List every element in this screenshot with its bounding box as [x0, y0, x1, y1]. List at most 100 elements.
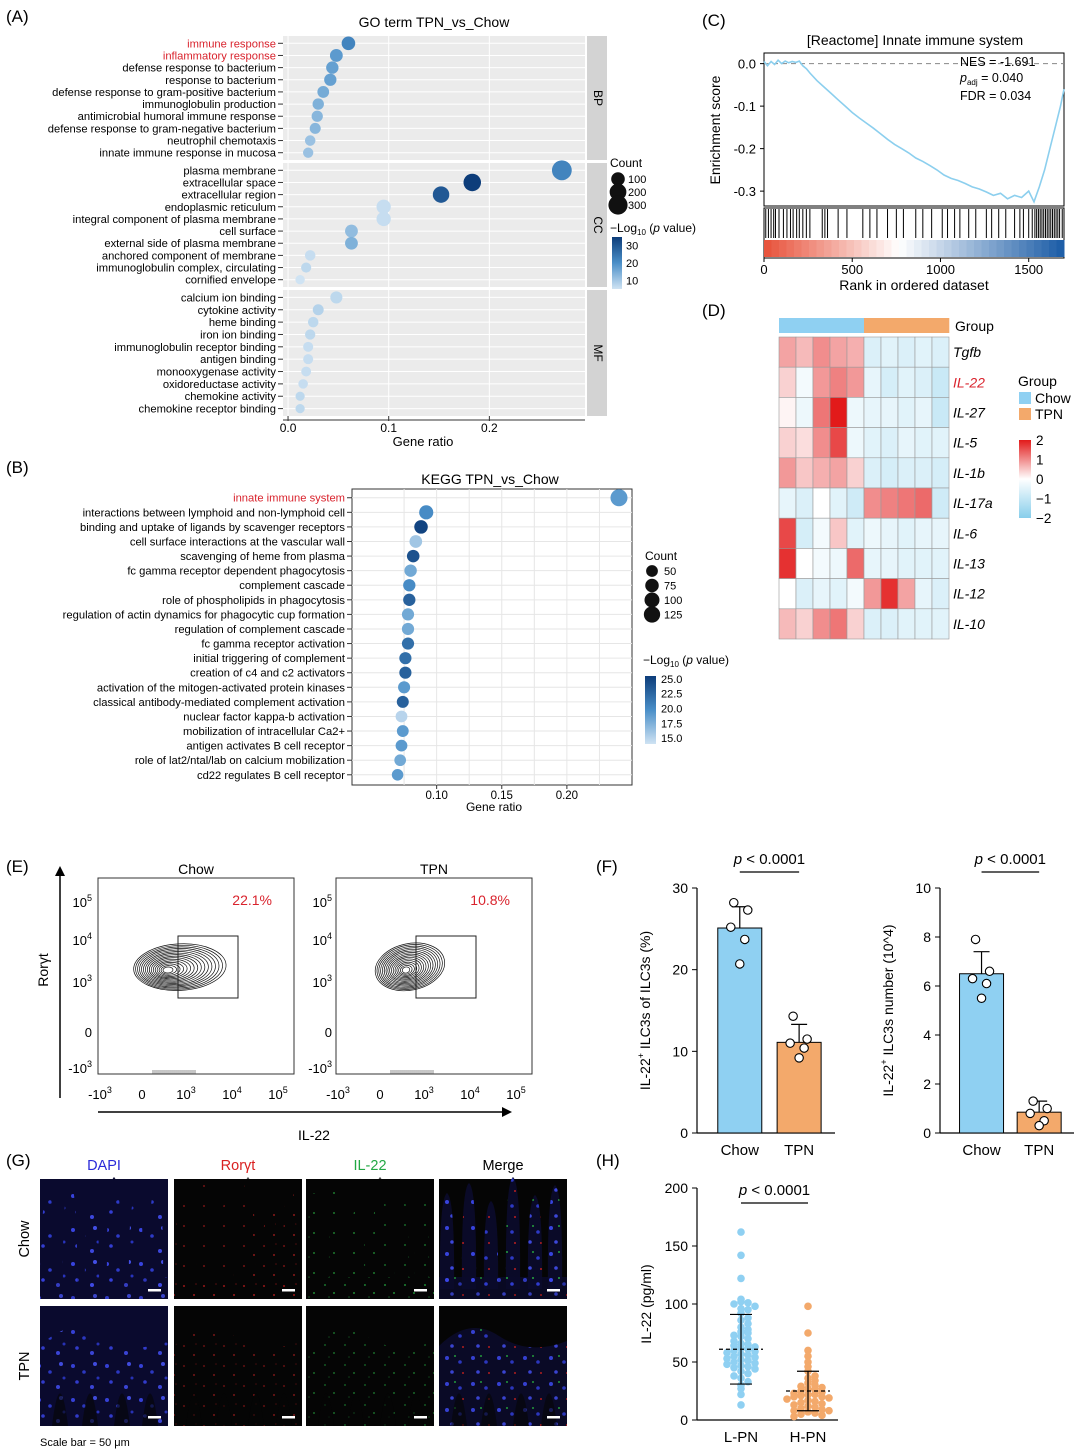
color-legend-tick: 20 — [626, 258, 638, 270]
heatmap-cell — [897, 457, 916, 489]
data-point — [737, 1309, 745, 1318]
contour-line — [387, 953, 429, 983]
y-tick-label: 6 — [923, 978, 931, 994]
data-point — [981, 978, 992, 989]
size-legend-value: 50 — [664, 566, 676, 578]
data-point — [414, 520, 428, 534]
x-axis-label: Gene ratio — [393, 434, 454, 449]
heatmap-cell — [914, 427, 933, 459]
legend-title: Group — [1018, 373, 1057, 389]
contour-line — [376, 944, 443, 990]
flow-cytometry-plots: Rorγt IL-22 105 104 103 0 -103 Chow 22.1% -103 0 10… — [35, 861, 533, 1143]
y-tick-label: 50 — [672, 1354, 688, 1370]
rank-gradient-segment — [959, 240, 967, 257]
contour-line — [396, 961, 418, 977]
category-label: H-PN — [790, 1429, 827, 1446]
contour-line — [145, 952, 206, 984]
data-point — [399, 666, 412, 679]
data-point — [312, 98, 324, 110]
data-point — [301, 262, 312, 273]
y-tick-label: 200 — [665, 1180, 689, 1196]
data-point — [726, 922, 736, 932]
row-label: TPN — [17, 1352, 33, 1381]
term-label: innate immune system — [233, 493, 345, 505]
data-point — [790, 1412, 798, 1421]
contour-line — [401, 966, 411, 974]
row-label: IL-27 — [953, 405, 986, 421]
heatmap-cell — [829, 548, 848, 579]
villus-shape — [394, 1195, 410, 1289]
group-annotation-cell — [796, 318, 814, 333]
heatmap-cell — [812, 457, 831, 489]
data-point — [303, 341, 314, 352]
data-point — [811, 1403, 819, 1412]
heatmap-cell — [914, 517, 933, 549]
heatmap-cell — [812, 548, 831, 579]
significance-label: p < 0.0001 — [733, 851, 805, 868]
y-tick-label: -103 — [308, 1059, 332, 1076]
heatmap-cell — [778, 366, 797, 398]
lumen-gap — [451, 1393, 467, 1426]
contour-line — [400, 965, 413, 975]
tissue-shape — [306, 1328, 434, 1426]
villus-shape — [240, 1177, 256, 1289]
color-legend-title: −Log10 (p value) — [643, 653, 729, 669]
panel-label-a: (A) — [6, 7, 29, 26]
term-label: antimicrobial humoral immune response — [78, 111, 276, 123]
es-curve — [763, 59, 1065, 204]
y-tick-label: 0 — [85, 1025, 92, 1040]
contour-line — [398, 963, 415, 976]
panel-label-f: (F) — [596, 857, 618, 876]
rank-gradient-segment — [974, 240, 982, 257]
data-point — [610, 489, 628, 507]
y-tick-label: -103 — [68, 1059, 92, 1076]
data-point — [403, 593, 416, 606]
heatmap-cell — [829, 578, 848, 610]
contour-line — [148, 955, 199, 982]
data-point — [751, 1365, 759, 1373]
data-point — [304, 250, 316, 261]
heatmap-cell — [914, 336, 933, 368]
y-tick-label: 10 — [672, 1043, 688, 1059]
villus-shape — [196, 1183, 212, 1289]
data-point — [304, 135, 316, 146]
group-annotation-cell — [915, 318, 933, 333]
color-legend-tick: 15.0 — [661, 733, 682, 745]
y-tick-label: 0 — [680, 1125, 688, 1141]
panel-label-g: (G) — [6, 1151, 31, 1170]
data-point — [409, 535, 423, 548]
term-label: role of lat2/ntal/lab on calcium mobiliz… — [135, 755, 345, 767]
color-legend-tick: 30 — [626, 241, 638, 253]
rank-gradient-segment — [809, 240, 817, 257]
term-label: anchored component of membrane — [102, 250, 276, 262]
term-label: cell surface — [219, 226, 276, 238]
data-point — [744, 1319, 752, 1328]
contour-line — [154, 960, 188, 979]
scale-bar — [547, 1416, 560, 1419]
heatmap-cell — [914, 487, 933, 519]
term-label: chemokine activity — [185, 391, 277, 403]
heatmap-cell — [846, 457, 865, 489]
panel-label-d: (D) — [702, 301, 726, 320]
term-label: oxidoreductase activity — [163, 379, 277, 391]
villus-shape — [40, 1193, 56, 1289]
y-tick-label: 105 — [313, 893, 332, 910]
term-label: fc gamma receptor activation — [201, 639, 345, 651]
y-tick-label: 0 — [325, 1025, 332, 1040]
heatmap-cell — [812, 487, 831, 519]
x-tick-label: 0.15 — [491, 790, 513, 802]
x-axis-label: Gene ratio — [466, 800, 522, 814]
term-label: immunoglobulin production — [142, 99, 276, 111]
data-point — [730, 1352, 738, 1360]
legend-label: Chow — [1035, 390, 1072, 406]
rank-gradient-segment — [764, 240, 772, 257]
contour-line — [391, 957, 425, 981]
lumen-gap — [114, 1393, 130, 1426]
size-legend-dot — [643, 606, 661, 623]
contour-line — [392, 958, 422, 980]
heatmap-cell — [812, 336, 831, 368]
term-label: binding and uptake of ligands by scaveng… — [80, 522, 345, 534]
heatmap-cell — [812, 397, 831, 428]
heatmap-cell — [863, 608, 882, 640]
term-label: cd22 regulates B cell receptor — [197, 770, 345, 782]
